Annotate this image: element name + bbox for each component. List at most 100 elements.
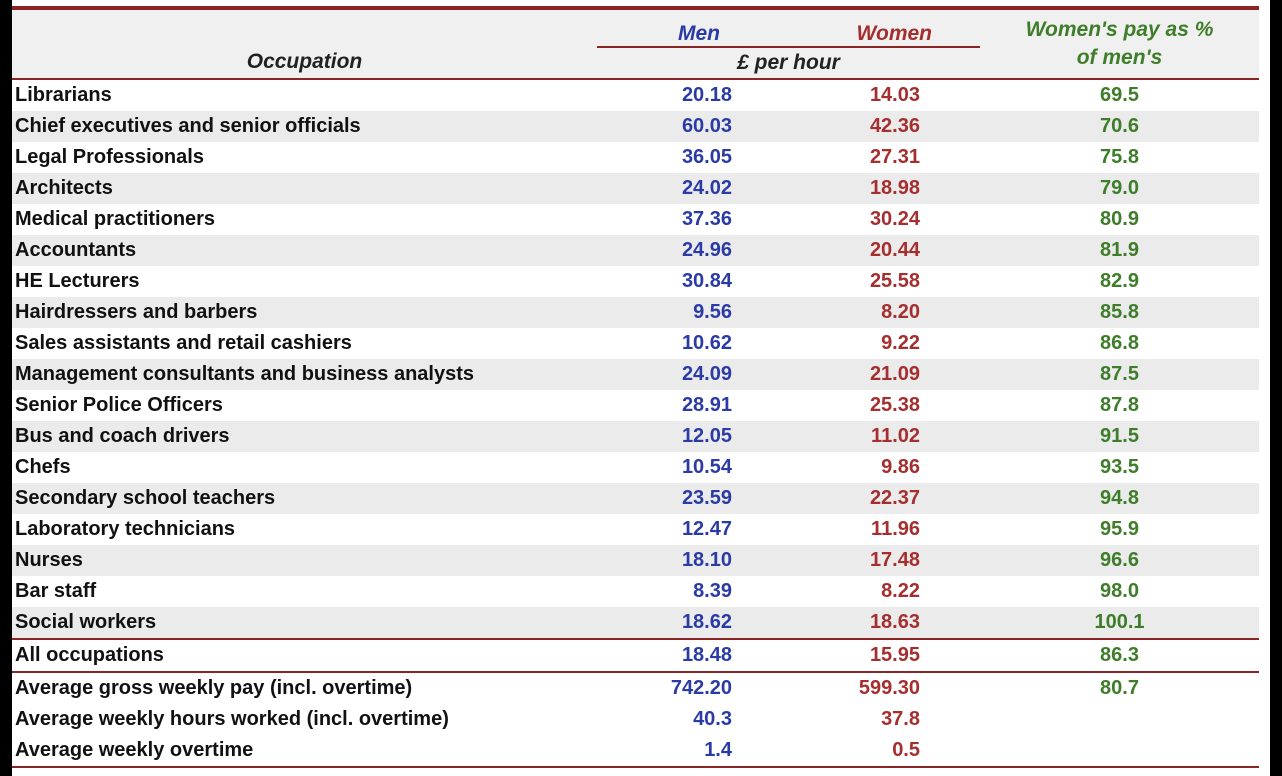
women-pay-cell: 30.24	[732, 204, 980, 235]
pct-cell: 80.7	[980, 671, 1259, 704]
table-row: Medical practitioners 37.36 30.24 80.9	[12, 204, 1259, 235]
table-row: Social workers 18.62 18.63 100.1	[12, 607, 1259, 640]
men-pay-cell: 18.10	[597, 545, 732, 576]
women-pay-cell: 21.09	[732, 359, 980, 390]
pct-cell: 96.6	[980, 545, 1259, 576]
men-pay-cell: 40.3	[597, 704, 732, 735]
men-pay-cell: 60.03	[597, 111, 732, 142]
table-header: Occupation Men Women Women's pay as % of…	[12, 8, 1259, 80]
men-pay-cell: 12.47	[597, 514, 732, 545]
table-row: Hairdressers and barbers 9.56 8.20 85.8	[12, 297, 1259, 328]
table-row: Legal Professionals 36.05 27.31 75.8	[12, 142, 1259, 173]
table-row: Management consultants and business anal…	[12, 359, 1259, 390]
pct-cell: 69.5	[980, 79, 1259, 111]
occupation-cell: Medical practitioners	[12, 204, 597, 235]
table-row: Average gross weekly pay (incl. overtime…	[12, 671, 1259, 704]
pct-header-line1: Women's pay as %	[1025, 18, 1214, 41]
women-header: Women	[732, 8, 980, 48]
pct-header: Women's pay as % of men's	[980, 8, 1259, 80]
table-row: Chief executives and senior officials 60.…	[12, 111, 1259, 142]
women-pay-cell: 20.44	[732, 235, 980, 266]
pct-cell: 91.5	[980, 421, 1259, 452]
pct-cell: 87.5	[980, 359, 1259, 390]
occupation-cell: Chief executives and senior officials	[12, 111, 597, 142]
table-row: HE Lecturers 30.84 25.58 82.9	[12, 266, 1259, 297]
table-row: Bar staff 8.39 8.22 98.0	[12, 576, 1259, 607]
men-pay-cell: 24.96	[597, 235, 732, 266]
pct-cell: 100.1	[980, 607, 1259, 640]
men-pay-cell: 18.62	[597, 607, 732, 640]
table-row: All occupations 18.48 15.95 86.3	[12, 638, 1259, 672]
women-pay-cell: 25.58	[732, 266, 980, 297]
pct-cell	[980, 735, 1259, 768]
men-pay-cell: 8.39	[597, 576, 732, 607]
occupation-cell: Librarians	[12, 79, 597, 111]
men-pay-cell: 10.54	[597, 452, 732, 483]
table-body: Librarians 20.18 14.03 69.5 Chief executives…	[12, 79, 1259, 768]
men-pay-cell: 37.36	[597, 204, 732, 235]
table-row: Bus and coach drivers 12.05 11.02 91.5	[12, 421, 1259, 452]
pct-cell	[980, 704, 1259, 735]
occupation-cell: Hairdressers and barbers	[12, 297, 597, 328]
occupation-cell: Architects	[12, 173, 597, 204]
pct-cell: 86.3	[980, 638, 1259, 672]
women-pay-cell: 8.20	[732, 297, 980, 328]
pct-cell: 98.0	[980, 576, 1259, 607]
pct-cell: 82.9	[980, 266, 1259, 297]
table-row: Accountants 24.96 20.44 81.9	[12, 235, 1259, 266]
occupation-cell: All occupations	[12, 638, 597, 672]
men-pay-cell: 28.91	[597, 390, 732, 421]
table-row: Architects 24.02 18.98 79.0	[12, 173, 1259, 204]
occupation-cell: Secondary school teachers	[12, 483, 597, 514]
men-pay-cell: 10.62	[597, 328, 732, 359]
women-pay-cell: 18.98	[732, 173, 980, 204]
pct-cell: 75.8	[980, 142, 1259, 173]
women-pay-cell: 17.48	[732, 545, 980, 576]
table-row: Secondary school teachers 23.59 22.37 94.8	[12, 483, 1259, 514]
men-header: Men	[597, 8, 732, 48]
pct-cell: 86.8	[980, 328, 1259, 359]
occupation-cell: HE Lecturers	[12, 266, 597, 297]
men-pay-cell: 24.09	[597, 359, 732, 390]
men-pay-cell: 24.02	[597, 173, 732, 204]
men-pay-cell: 742.20	[597, 671, 732, 704]
women-pay-cell: 27.31	[732, 142, 980, 173]
occupation-cell: Chefs	[12, 452, 597, 483]
unit-header: £ per hour	[597, 47, 980, 80]
women-pay-cell: 0.5	[732, 735, 980, 768]
pay-gap-table: Occupation Men Women Women's pay as % of…	[12, 6, 1259, 768]
men-pay-cell: 20.18	[597, 79, 732, 111]
occupation-cell: Bar staff	[12, 576, 597, 607]
occupation-cell: Average weekly overtime	[12, 735, 597, 768]
occupation-cell: Laboratory technicians	[12, 514, 597, 545]
pct-cell: 70.6	[980, 111, 1259, 142]
women-pay-cell: 37.8	[732, 704, 980, 735]
table-row: Sales assistants and retail cashiers 10.6…	[12, 328, 1259, 359]
table-row: Laboratory technicians 12.47 11.96 95.9	[12, 514, 1259, 545]
occupation-cell: Average gross weekly pay (incl. overtime…	[12, 671, 597, 704]
women-pay-cell: 11.96	[732, 514, 980, 545]
table-row: Average weekly hours worked (incl. overt…	[12, 704, 1259, 735]
women-pay-cell: 9.22	[732, 328, 980, 359]
men-pay-cell: 12.05	[597, 421, 732, 452]
occupation-cell: Nurses	[12, 545, 597, 576]
occupation-cell: Legal Professionals	[12, 142, 597, 173]
women-pay-cell: 42.36	[732, 111, 980, 142]
men-pay-cell: 9.56	[597, 297, 732, 328]
occupation-cell: Sales assistants and retail cashiers	[12, 328, 597, 359]
pct-cell: 81.9	[980, 235, 1259, 266]
table-row: Librarians 20.18 14.03 69.5	[12, 79, 1259, 111]
women-pay-cell: 18.63	[732, 607, 980, 640]
women-pay-cell: 14.03	[732, 79, 980, 111]
pct-header-line2: of men's	[1076, 46, 1163, 69]
men-pay-cell: 36.05	[597, 142, 732, 173]
table-row: Nurses 18.10 17.48 96.6	[12, 545, 1259, 576]
pct-cell: 80.9	[980, 204, 1259, 235]
men-pay-cell: 30.84	[597, 266, 732, 297]
occupation-cell: Management consultants and business anal…	[12, 359, 597, 390]
pct-cell: 79.0	[980, 173, 1259, 204]
men-pay-cell: 18.48	[597, 638, 732, 672]
men-pay-cell: 23.59	[597, 483, 732, 514]
pct-cell: 95.9	[980, 514, 1259, 545]
women-pay-cell: 15.95	[732, 638, 980, 672]
